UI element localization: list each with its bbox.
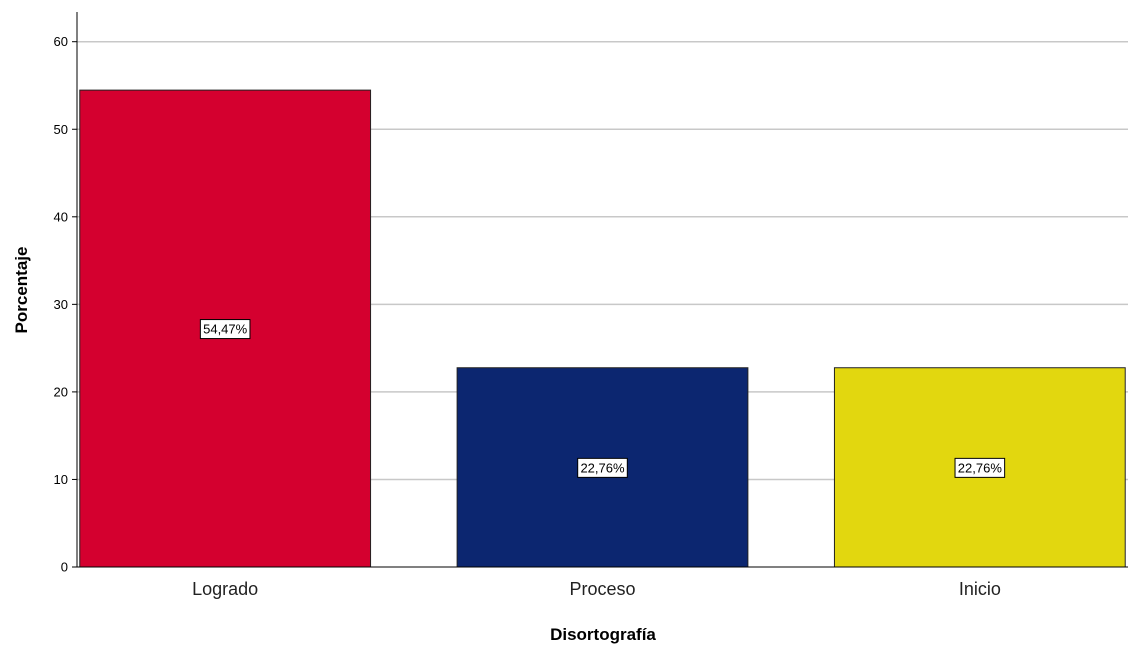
data-label-box xyxy=(577,457,628,478)
data-labels: 54,47% 22,76% 22,76% xyxy=(199,319,1006,478)
y-tick-label: 20 xyxy=(54,384,68,399)
axes xyxy=(76,12,1128,568)
x-axis-title: Disortografía xyxy=(550,625,656,644)
y-tick-label: 60 xyxy=(54,34,68,49)
y-tick-label: 10 xyxy=(54,472,68,487)
y-tick-labels: 0 10 20 30 40 50 60 xyxy=(54,34,77,575)
x-tick-labels: Logrado Proceso Inicio xyxy=(192,579,1001,599)
y-tick-label: 40 xyxy=(54,209,68,224)
y-axis-title: Porcentaje xyxy=(12,247,31,334)
data-label: 54,47% xyxy=(203,322,248,337)
x-tick-label: Logrado xyxy=(192,579,258,599)
y-tick-label: 50 xyxy=(54,122,68,137)
x-tick-label: Inicio xyxy=(959,579,1001,599)
data-label-box xyxy=(954,457,1006,478)
data-label: 22,76% xyxy=(580,460,625,475)
bars xyxy=(79,89,1126,568)
data-label: 22,76% xyxy=(958,460,1003,475)
y-tick-label: 30 xyxy=(54,297,68,312)
data-label-box xyxy=(199,319,251,340)
y-tick-label: 0 xyxy=(61,560,68,575)
x-tick-label: Proceso xyxy=(569,579,635,599)
